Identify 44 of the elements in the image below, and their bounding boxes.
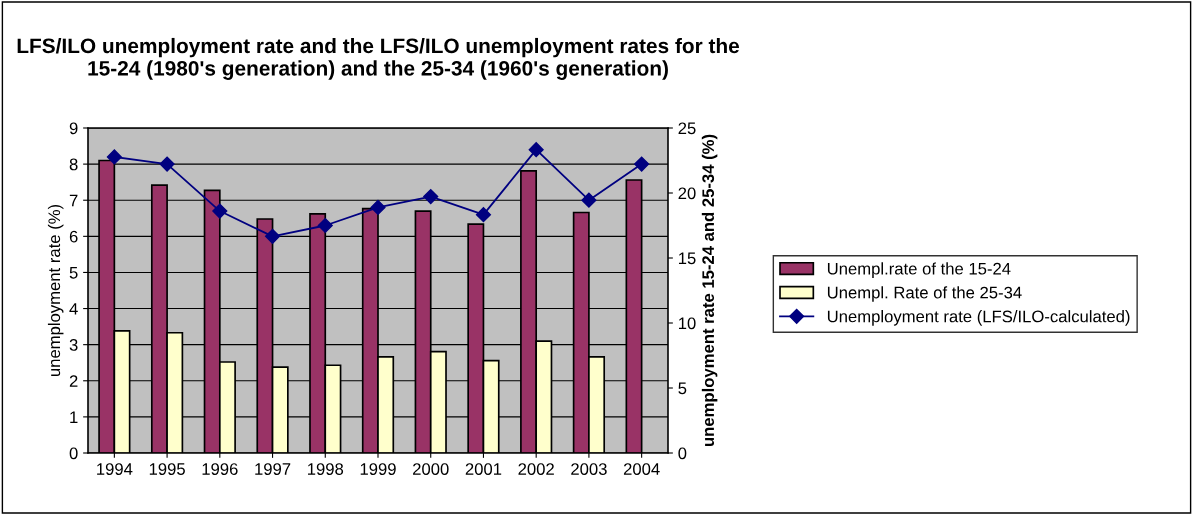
y-tick-label: 7 [69, 194, 78, 207]
chart-title: LFS/ILO unemployment rate and the LFS/ILO unemployment rates for the 15-24 (1980's generation) and the 25-34 (1960's generation) [17, 37, 740, 80]
y-tick-label: 1 [70, 411, 78, 423]
point [159, 156, 175, 172]
x-tick-label: 1995 [149, 463, 185, 475]
y2-axis-title: unemployment rate 15-24 and 25-34 (%) [701, 134, 718, 446]
y-tick-label: 5 [69, 267, 78, 279]
y-tick-label: 4 [69, 303, 78, 315]
point [423, 189, 439, 205]
x-tick-label: 2003 [571, 463, 607, 475]
y2-tick-label: 0 [678, 447, 687, 460]
y2-tick-label: 5 [678, 382, 687, 395]
y2-tick-label: 10 [678, 317, 696, 330]
x-tick-label: 1999 [360, 463, 396, 475]
y2-tick-label: 20 [678, 187, 696, 200]
point [264, 228, 281, 244]
x-tick-label: 2002 [518, 463, 554, 475]
y2-tick-label: 25 [678, 122, 696, 135]
x-tick-label: 1996 [202, 463, 238, 475]
x-tick-label: 1998 [308, 463, 344, 475]
y-tick-label: 3 [69, 339, 78, 351]
legend-label: Unempl.rate of the 15-24 [827, 262, 1011, 278]
y-axis-title: unemployment rate (%) [47, 204, 64, 377]
point [370, 199, 386, 216]
point [634, 156, 650, 172]
y-tick-label: 2 [69, 375, 78, 387]
legend-label: Unempl. Rate of the 25-34 [827, 286, 1022, 302]
y-tick-label: 8 [69, 158, 78, 171]
point [581, 192, 597, 208]
x-tick-label: 2001 [465, 463, 502, 475]
y-tick-label: 0 [69, 447, 78, 460]
point [212, 203, 228, 219]
legend-label: Unemployment rate (LFS/ILO-calculated) [827, 310, 1130, 326]
point [106, 149, 122, 165]
point [317, 217, 333, 234]
x-tick-label: 1997 [255, 463, 291, 475]
y-tick-label: 9 [69, 122, 78, 135]
y2-tick-label: 15 [678, 252, 696, 265]
point [475, 207, 492, 223]
x-tick-label: 1994 [97, 463, 133, 475]
point [528, 142, 544, 158]
x-tick-label: 2000 [413, 463, 449, 475]
y-tick-label: 6 [69, 230, 78, 243]
x-tick-label: 2004 [623, 463, 660, 475]
